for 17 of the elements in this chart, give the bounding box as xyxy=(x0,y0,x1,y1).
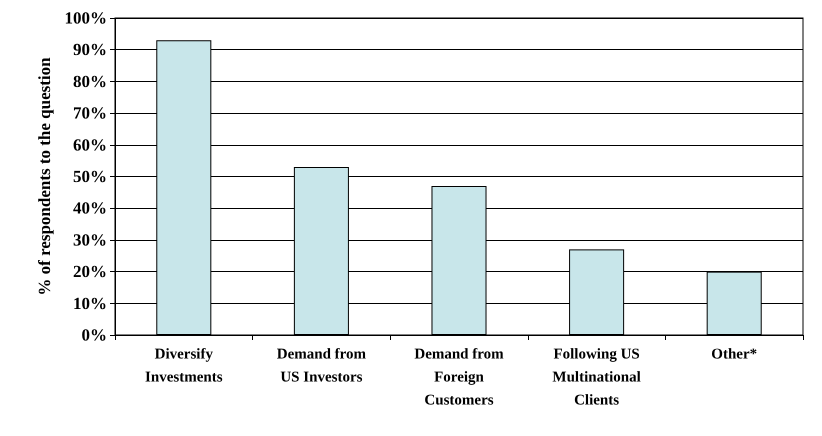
x-tick-label: Other* xyxy=(711,346,758,362)
y-tick-label: 0% xyxy=(82,326,107,344)
x-tick-label: Demand from Foreign Customers xyxy=(414,346,504,408)
x-tick-label: Diversify Investments xyxy=(145,346,223,386)
y-tick-label: 20% xyxy=(73,262,107,282)
y-tick-label: 100% xyxy=(64,8,107,28)
y-tick-label: 50% xyxy=(73,167,107,186)
y-axis-title: % of respondents to the question xyxy=(35,56,54,296)
x-tick-label: Demand from US Investors xyxy=(276,346,367,386)
x-tick-label: Following US Multinational Clients xyxy=(552,346,641,408)
y-tick-label: 90% xyxy=(73,40,107,60)
y-tick-label: 40% xyxy=(73,198,107,218)
y-tick-label: 70% xyxy=(73,104,107,123)
y-tick-label: 80% xyxy=(73,72,107,91)
y-tick-label: 10% xyxy=(73,294,107,313)
y-tick-label: 30% xyxy=(73,230,107,250)
y-tick-label: 60% xyxy=(73,135,107,154)
